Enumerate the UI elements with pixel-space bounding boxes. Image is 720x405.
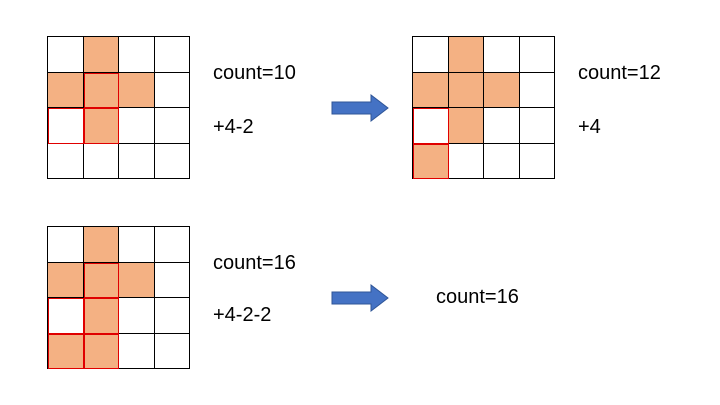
filled-cell (48, 333, 84, 369)
empty-cell (484, 37, 520, 73)
empty-cell (154, 72, 190, 108)
empty-cell (519, 37, 555, 73)
empty-cell (48, 37, 84, 73)
filled-cell (83, 227, 119, 263)
filled-cell (119, 72, 155, 108)
empty-cell (154, 262, 190, 298)
delta-label-panel-1: +4-2 (213, 116, 254, 138)
count-label-panel-1: count=10 (213, 62, 296, 84)
empty-cell (119, 37, 155, 73)
empty-cell (154, 227, 190, 263)
empty-cell (484, 143, 520, 179)
empty-cell (519, 72, 555, 108)
filled-cell (413, 72, 449, 108)
filled-cell (83, 298, 119, 334)
filled-cell (448, 72, 484, 108)
filled-cell (413, 143, 449, 179)
empty-cell (154, 143, 190, 179)
empty-cell (48, 227, 84, 263)
filled-cell (448, 37, 484, 73)
empty-cell (119, 227, 155, 263)
grid-panel-3 (47, 226, 190, 369)
delta-label-panel-2: +4 (578, 116, 601, 138)
empty-cell (48, 143, 84, 179)
filled-cell (119, 262, 155, 298)
empty-cell (154, 108, 190, 144)
empty-cell (154, 298, 190, 334)
empty-cell (448, 143, 484, 179)
empty-cell (119, 298, 155, 334)
empty-cell (484, 108, 520, 144)
filled-cell (83, 72, 119, 108)
filled-cell (83, 333, 119, 369)
empty-cell (119, 143, 155, 179)
filled-cell (48, 72, 84, 108)
filled-cell (83, 37, 119, 73)
right-arrow-icon (331, 94, 389, 122)
empty-cell (48, 108, 84, 144)
filled-cell (448, 108, 484, 144)
filled-cell (83, 108, 119, 144)
empty-cell (154, 37, 190, 73)
filled-cell (484, 72, 520, 108)
count-label-panel-3: count=16 (213, 252, 296, 274)
empty-cell (413, 108, 449, 144)
filled-cell (48, 262, 84, 298)
empty-cell (519, 143, 555, 179)
result-count-label: count=16 (436, 286, 519, 308)
empty-cell (154, 333, 190, 369)
empty-cell (119, 333, 155, 369)
empty-cell (48, 298, 84, 334)
grid-panel-1 (47, 36, 190, 179)
filled-cell (83, 262, 119, 298)
empty-cell (413, 37, 449, 73)
delta-label-panel-3: +4-2-2 (213, 304, 272, 326)
right-arrow-icon (331, 284, 389, 312)
grid-panel-2 (412, 36, 555, 179)
empty-cell (119, 108, 155, 144)
count-label-panel-2: count=12 (578, 62, 661, 84)
empty-cell (83, 143, 119, 179)
empty-cell (519, 108, 555, 144)
